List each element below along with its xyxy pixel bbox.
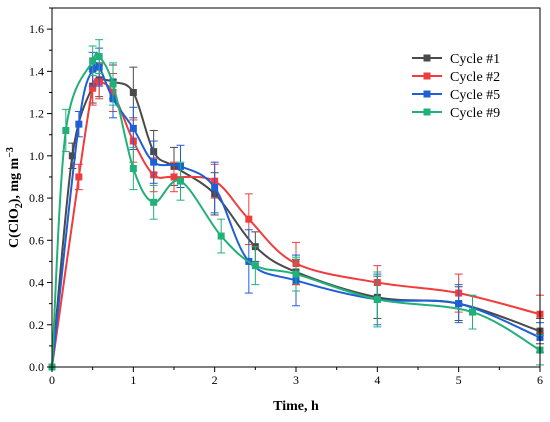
data-point: [129, 124, 137, 132]
y-tick-label: 0.0: [29, 360, 44, 374]
data-point: [217, 232, 225, 240]
legend-item: Cycle #5: [412, 88, 500, 103]
y-tick-label: 0.8: [29, 191, 44, 205]
series-line: [51, 51, 541, 368]
y-tick-label: 0.2: [29, 318, 44, 332]
data-point: [109, 80, 117, 88]
y-axis-label-main: C(ClO: [7, 208, 22, 248]
x-tick-label: 1: [130, 373, 136, 387]
y-tick-label: 0.6: [29, 233, 44, 247]
legend-label: Cycle #2: [450, 70, 500, 85]
data-point: [62, 126, 70, 134]
data-point: [95, 53, 103, 61]
data-point: [129, 88, 137, 96]
data-point: [245, 215, 253, 223]
data-point: [75, 120, 83, 128]
data-point: [455, 300, 463, 308]
data-point: [177, 177, 185, 185]
x-tick-label: 6: [537, 373, 543, 387]
series-line: [51, 77, 541, 368]
data-point: [89, 84, 97, 92]
data-point: [468, 308, 476, 316]
legend-label: Cycle #5: [450, 88, 500, 103]
legend: Cycle #1 Cycle #2 Cycle #5 Cycle #9: [412, 52, 500, 121]
x-tick-label: 2: [212, 373, 218, 387]
y-tick-label: 1.0: [29, 149, 44, 163]
legend-label: Cycle #1: [450, 52, 500, 67]
data-point: [211, 184, 219, 191]
y-axis-label-unit: ), mg m: [7, 157, 22, 203]
legend-marker: [423, 108, 431, 116]
x-axis-label: Time, h: [273, 399, 319, 414]
data-point: [150, 158, 158, 166]
y-tick-label: 0.4: [29, 276, 44, 290]
data-point: [68, 152, 76, 160]
ticks-layer: 0 1 2 3 4 5 6 0.0 0.2 0.4 0.6 0.8 1.0 1.2 1.4 1.6: [29, 7, 543, 387]
x-tick-label: 4: [374, 373, 380, 387]
y-tick-label: 1.4: [29, 64, 44, 78]
legend-label: Cycle #9: [450, 106, 500, 121]
y-axis-label-sup: −3: [5, 147, 16, 158]
data-point: [373, 295, 381, 303]
data-point: [292, 270, 300, 278]
legend-item: Cycle #9: [412, 106, 500, 121]
data-point: [170, 173, 178, 181]
legend-marker: [423, 54, 431, 62]
y-tick-label: 1.6: [29, 22, 44, 36]
x-tick-label: 0: [49, 373, 55, 387]
data-point: [89, 57, 97, 65]
y-tick-label: 1.2: [29, 107, 44, 121]
data-point: [150, 198, 158, 206]
legend-marker: [423, 72, 431, 80]
x-tick-label: 3: [293, 373, 299, 387]
legend-item: Cycle #2: [412, 70, 500, 85]
data-point: [75, 173, 83, 181]
y-axis-label: C(ClO2), mg m−3: [5, 147, 25, 248]
legend-item: Cycle #1: [412, 52, 500, 67]
data-point: [129, 164, 137, 172]
legend-marker: [423, 90, 431, 98]
data-point: [251, 262, 259, 270]
x-tick-label: 5: [456, 373, 462, 387]
y-axis-label-sub: 2: [14, 203, 25, 208]
